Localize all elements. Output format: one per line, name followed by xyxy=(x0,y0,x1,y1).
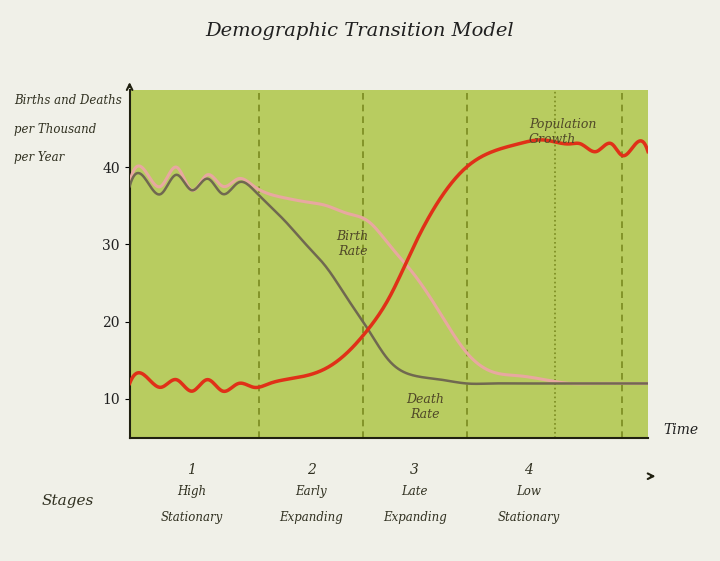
Text: Death
Rate: Death Rate xyxy=(406,393,444,421)
Text: per Year: per Year xyxy=(14,150,65,164)
Text: Stationary: Stationary xyxy=(498,511,560,523)
Text: per Thousand: per Thousand xyxy=(14,122,96,136)
Text: Stages: Stages xyxy=(41,494,94,508)
Text: Births and Deaths: Births and Deaths xyxy=(14,94,122,108)
Text: Demographic Transition Model: Demographic Transition Model xyxy=(206,22,514,40)
Text: Population
Growth: Population Growth xyxy=(528,118,596,146)
Text: Birth
Rate: Birth Rate xyxy=(336,231,369,259)
Text: Expanding: Expanding xyxy=(383,511,446,523)
Text: Stationary: Stationary xyxy=(161,511,223,523)
Text: 2: 2 xyxy=(307,463,315,477)
Text: Time: Time xyxy=(664,423,698,437)
Text: Early: Early xyxy=(295,485,327,498)
Text: 1: 1 xyxy=(187,463,197,477)
Text: 4: 4 xyxy=(524,463,534,477)
Text: High: High xyxy=(177,485,207,498)
Text: Expanding: Expanding xyxy=(279,511,343,523)
Text: Low: Low xyxy=(516,485,541,498)
Text: Late: Late xyxy=(402,485,428,498)
Text: 3: 3 xyxy=(410,463,419,477)
